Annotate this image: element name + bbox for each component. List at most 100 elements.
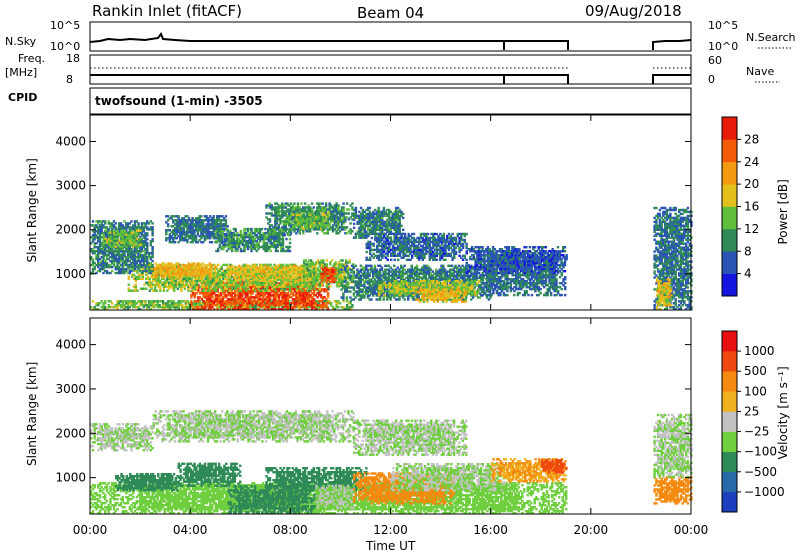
heatmap-cell [211,272,213,274]
freq-label: Freq. [18,52,45,65]
heatmap-cell [217,264,219,266]
heatmap-cell [327,288,329,290]
heatmap-cell [111,302,113,304]
heatmap-cell [350,271,352,273]
heatmap-cell [228,277,230,279]
heatmap-cell [467,282,469,284]
nsky-label: N.Sky [5,35,37,48]
heatmap-cell [327,302,329,304]
heatmap-cell [459,291,461,293]
heatmap-cell [347,282,349,284]
nsearch-tick-bottom: 10^0 [708,40,738,53]
heatmap-cell [416,265,418,267]
nsearch-tick-top: 10^5 [708,19,738,32]
freq-tick-top: 18 [66,52,80,65]
heatmap-cell [326,259,328,261]
freq-unit: [MHz] [5,66,37,79]
heatmap-cell [442,265,444,267]
heatmap-cell [190,300,192,302]
heatmap-cell [353,271,355,273]
heatmap-cell [177,262,179,264]
freq-panel-frame [90,55,691,84]
heatmap-cell [301,290,303,292]
heatmap-cell [305,279,307,281]
heatmap-cell [254,290,256,292]
heatmap-cell [346,296,348,298]
heatmap-cell [506,294,508,296]
heatmap-cell [334,269,336,271]
heatmap-cell [136,290,138,292]
nsky-tick-top: 10^5 [50,19,80,32]
heatmap-cell [465,291,467,293]
heatmap-cell [92,300,94,302]
heatmap-cell [424,280,426,282]
heatmap-cell [348,259,350,261]
heatmap-cell [192,306,194,308]
heatmap-cell [268,290,270,292]
heatmap-cell [128,284,130,286]
freq-trace-late [653,75,691,84]
heatmap-cell [144,300,146,302]
heatmap-cell [313,288,315,290]
heatmap-cell [346,265,348,267]
heatmap-cell [340,269,342,271]
heatmap-cell [404,298,406,300]
heatmap-cell [327,292,329,294]
heatmap-cell [211,264,213,266]
heatmap-cell [193,262,195,264]
heatmap-cell [513,294,515,296]
heatmap-cell [313,298,315,300]
heatmap-cell [385,290,387,292]
heatmap-cell [319,288,321,290]
heatmap-cell [349,275,351,277]
heatmap-cell [349,290,351,292]
heatmap-cell [411,265,413,267]
heatmap-cell [344,277,346,279]
heatmap-cell [156,290,158,292]
nave-tick-bottom: 0 [708,73,715,86]
heatmap-cell [322,259,324,261]
heatmap-cell [354,265,356,267]
heatmap-cell [326,263,328,265]
freq-trace [90,75,568,84]
heatmap-cell [382,288,384,290]
heatmap-cell [296,288,298,290]
nsky-panel-frame [90,22,691,51]
heatmap-cell [370,298,372,300]
heatmap-cell [370,265,372,267]
heatmap-cell [337,306,339,308]
heatmap-cell [330,302,332,304]
nave-label: Nave [746,65,774,78]
heatmap-cell [329,285,331,287]
heatmap-cell [275,290,277,292]
heatmap-cell [448,280,450,282]
heatmap-cell [341,259,343,261]
beam-title: Beam 04 [357,4,424,22]
heatmap-cell [315,285,317,287]
nsearch-label: N.Search [746,31,796,44]
heatmap-cell [270,264,272,266]
heatmap-cell [426,301,428,303]
heatmap-cell [351,304,353,306]
cpid-program: twofsound (1-min) -3505 [95,94,263,108]
heatmap-cell [128,276,130,278]
heatmap-cell [334,273,336,275]
heatmap-cell [465,299,467,301]
freq-tick-bottom: 8 [66,73,73,86]
heatmap-cell [383,294,385,296]
heatmap-cell [104,300,106,302]
nsky-trace-late [653,40,691,50]
heatmap-cell [214,274,216,276]
nsky-trace [90,34,568,50]
heatmap-cell [374,265,376,267]
heatmap-cell [334,279,336,281]
heatmap-cell [352,275,354,277]
heatmap-cell [339,302,341,304]
heatmap-cell [381,267,383,269]
heatmap-cell [404,265,406,267]
station-title: Rankin Inlet (fitACF) [92,2,242,20]
heatmap-cell [135,284,137,286]
heatmap-cell [393,265,395,267]
date-title: 09/Aug/2018 [585,2,682,20]
